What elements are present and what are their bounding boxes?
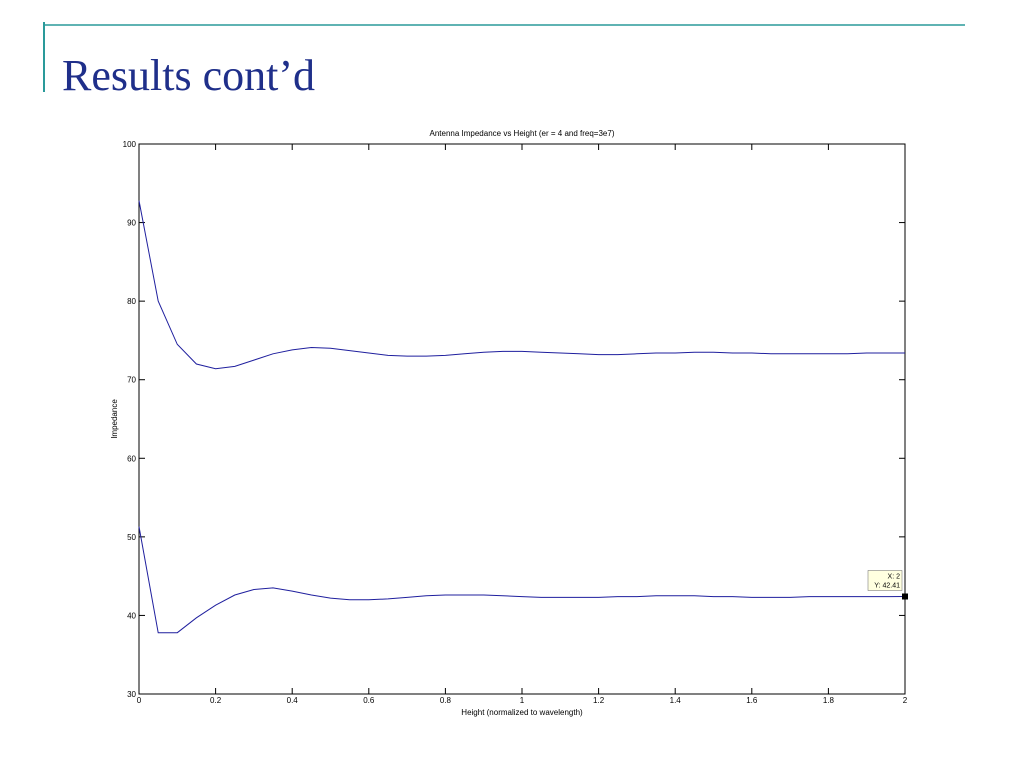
chart-title: Antenna Impedance vs Height (er = 4 and … [429,129,614,138]
datatip-box [867,570,903,591]
y-tick-label: 50 [127,533,136,542]
y-tick-label: 100 [123,140,137,149]
x-tick-label: 1.8 [823,696,835,705]
x-tick-label: 2 [903,696,908,705]
series-line [138,526,906,634]
datatip-text: X: 2 [888,573,901,580]
slide-title: Results cont’d [62,51,315,100]
x-tick-label: 0 [137,696,142,705]
x-tick-label: 0.2 [210,696,222,705]
plot-frame [138,143,906,695]
x-tick-label: 0.8 [440,696,452,705]
datatip-text: Y: 42.41 [874,582,900,589]
datatip-marker [902,593,908,600]
x-tick-label: 1.2 [593,696,605,705]
y-tick-label: 30 [127,690,136,699]
x-tick-label: 0.6 [363,696,375,705]
y-tick-label: 70 [127,376,136,385]
y-axis-label: Impedance [110,399,119,439]
x-axis-label: Height (normalized to wavelength) [461,708,583,717]
y-tick-label: 90 [127,219,136,228]
x-tick-label: 1.4 [670,696,682,705]
x-tick-label: 0.4 [287,696,299,705]
series-line [138,200,905,370]
x-tick-label: 1.6 [746,696,758,705]
y-tick-label: 40 [127,611,136,620]
x-tick-label: 1 [520,696,525,705]
y-tick-label: 60 [127,454,136,463]
y-tick-label: 80 [127,297,136,306]
